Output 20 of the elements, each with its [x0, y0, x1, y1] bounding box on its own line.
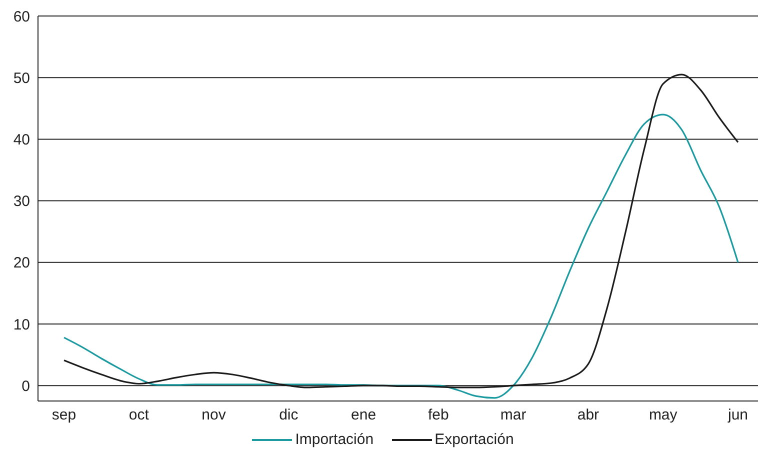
y-tick-label: 30 — [13, 193, 30, 210]
x-tick-label: nov — [202, 406, 226, 424]
x-tick-label: ene — [351, 406, 376, 424]
legend-label: Exportación — [434, 431, 514, 448]
y-tick-label: 20 — [13, 254, 30, 272]
legend-label: Importación — [295, 431, 374, 448]
x-tick-label: dic — [279, 406, 299, 424]
x-tick-label: jun — [726, 406, 748, 424]
y-tick-label: 50 — [13, 70, 30, 87]
x-tick-label: oct — [128, 406, 150, 424]
x-tick-label: abr — [577, 406, 600, 424]
y-tick-label: 0 — [22, 378, 30, 395]
x-tick-label: sep — [52, 406, 76, 424]
x-tick-label: may — [648, 406, 678, 424]
x-tick-label: feb — [428, 406, 449, 424]
x-tick-label: mar — [500, 406, 526, 424]
y-tick-label: 40 — [13, 132, 30, 149]
y-tick-label: 10 — [13, 316, 30, 334]
y-tick-label: 60 — [13, 8, 30, 26]
line-series — [63, 114, 739, 399]
